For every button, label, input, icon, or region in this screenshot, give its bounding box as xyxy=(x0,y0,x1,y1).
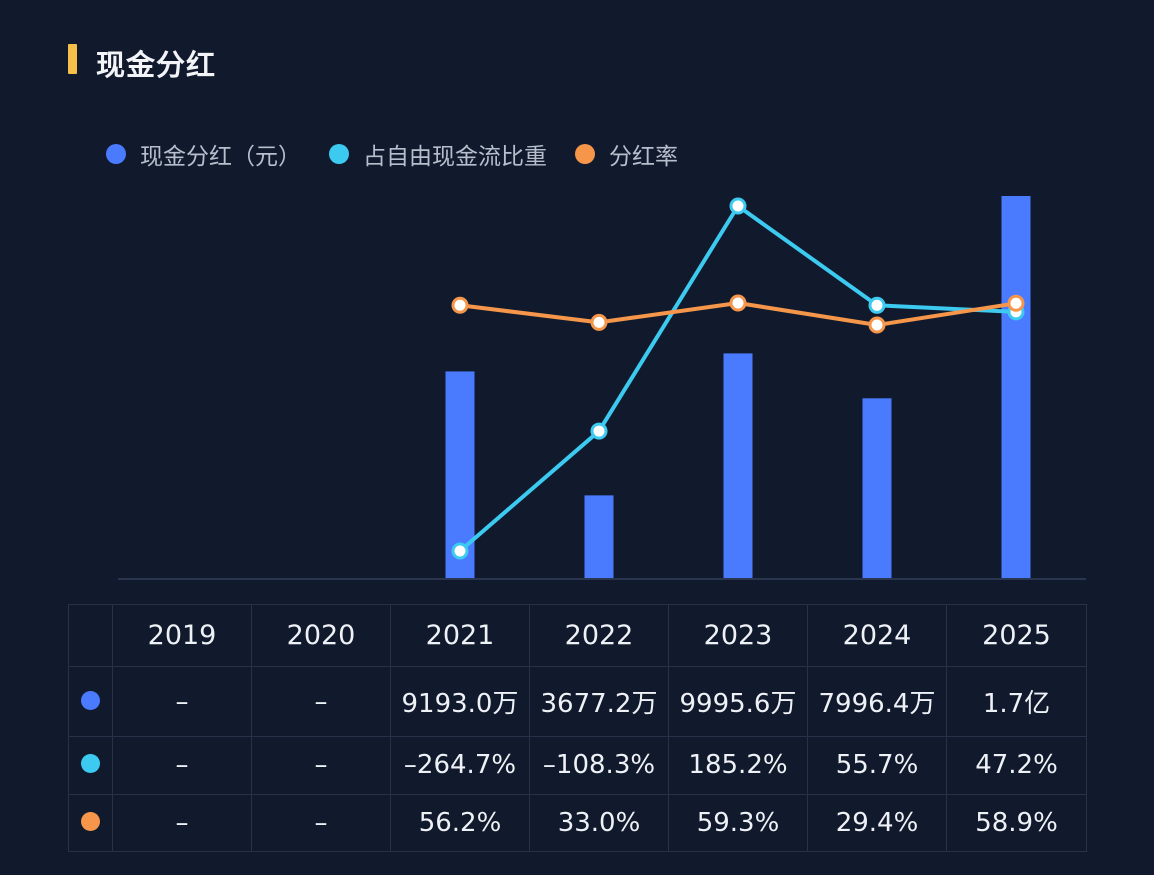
payout-ratio-point-2022 xyxy=(590,313,608,331)
legend-label-payout-ratio: 分红率 xyxy=(609,144,678,170)
table-cell: – xyxy=(112,793,252,853)
chart-plot-area xyxy=(118,196,1086,580)
table-cell: 56.2% xyxy=(390,793,530,853)
table-cell: 33.0% xyxy=(529,793,669,853)
table-cell: 7996.4万 xyxy=(807,665,947,738)
bar-2024 xyxy=(862,398,892,578)
chart-legend: 现金分红（元） 占自由现金流比重 分红率 xyxy=(106,138,706,170)
row-dot-fcf-ratio xyxy=(81,754,100,774)
fcf-ratio-point-2023 xyxy=(729,197,747,215)
table-header-cell: 2022 xyxy=(529,604,669,667)
table-cell: 59.3% xyxy=(668,793,808,853)
legend-dot-fcf-ratio xyxy=(329,144,349,164)
table-cell: – xyxy=(251,736,391,795)
title-accent-bar xyxy=(68,44,77,74)
row-dot-dividend xyxy=(81,690,100,710)
table-cell: 29.4% xyxy=(807,793,947,853)
table-cell: 185.2% xyxy=(668,736,808,795)
legend-label-dividend: 现金分红（元） xyxy=(140,144,301,170)
fcf-ratio-point-2021 xyxy=(451,542,469,560)
table-cell: – xyxy=(251,793,391,853)
table-cell: –264.7% xyxy=(390,736,530,795)
table-cell: 9995.6万 xyxy=(668,665,808,738)
table-header-cell: 2025 xyxy=(946,604,1087,667)
table-row-payout-ratio: – – 56.2% 33.0% 59.3% 29.4% 58.9% xyxy=(68,793,1087,853)
legend-item-dividend[interactable]: 现金分红（元） xyxy=(106,137,301,171)
table-header-cell: 2019 xyxy=(112,604,252,667)
table-header-cell: 2023 xyxy=(668,604,808,667)
table-cell: 1.7亿 xyxy=(946,665,1087,738)
row-marker-cell xyxy=(68,665,113,738)
payout-ratio-point-2023 xyxy=(729,294,747,312)
table-cell: 58.9% xyxy=(946,793,1087,853)
fcf-ratio-point-2024 xyxy=(868,296,886,314)
table-row-fcf-ratio: – – –264.7% –108.3% 185.2% 55.7% 47.2% xyxy=(68,736,1087,795)
bar-2022 xyxy=(584,495,614,578)
table-cell: – xyxy=(251,665,391,738)
bar-2023 xyxy=(723,353,753,578)
table-corner-cell xyxy=(68,604,113,667)
table-cell: 9193.0万 xyxy=(390,665,530,738)
table-cell: 47.2% xyxy=(946,736,1087,795)
row-dot-payout-ratio xyxy=(81,811,100,831)
table-cell: –108.3% xyxy=(529,736,669,795)
section-title: 现金分红 xyxy=(96,48,217,82)
legend-item-fcf-ratio[interactable]: 占自由现金流比重 xyxy=(329,137,547,171)
table-header-row: 2019 2020 2021 2022 2023 2024 2025 xyxy=(68,604,1087,667)
payout-ratio-point-2024 xyxy=(868,316,886,334)
table-header-cell: 2021 xyxy=(390,604,530,667)
table-row-dividend: – – 9193.0万 3677.2万 9995.6万 7996.4万 1.7亿 xyxy=(68,665,1087,738)
table-header-cell: 2020 xyxy=(251,604,391,667)
payout-ratio-point-2025 xyxy=(1007,294,1025,312)
fcf-ratio-point-2022 xyxy=(590,422,608,440)
legend-label-fcf-ratio: 占自由现金流比重 xyxy=(363,144,547,170)
row-marker-cell xyxy=(68,793,113,853)
table-cell: 3677.2万 xyxy=(529,665,669,738)
table-cell: 55.7% xyxy=(807,736,947,795)
data-table: 2019 2020 2021 2022 2023 2024 2025 – – 9… xyxy=(68,604,1087,853)
row-marker-cell xyxy=(68,736,113,795)
payout-ratio-point-2021 xyxy=(451,296,469,314)
legend-dot-dividend xyxy=(106,144,126,164)
bar-2025 xyxy=(1001,196,1031,578)
legend-dot-payout-ratio xyxy=(575,144,595,164)
table-header-cell: 2024 xyxy=(807,604,947,667)
legend-item-payout-ratio[interactable]: 分红率 xyxy=(575,137,678,171)
table-cell: – xyxy=(112,736,252,795)
table-cell: – xyxy=(112,665,252,738)
